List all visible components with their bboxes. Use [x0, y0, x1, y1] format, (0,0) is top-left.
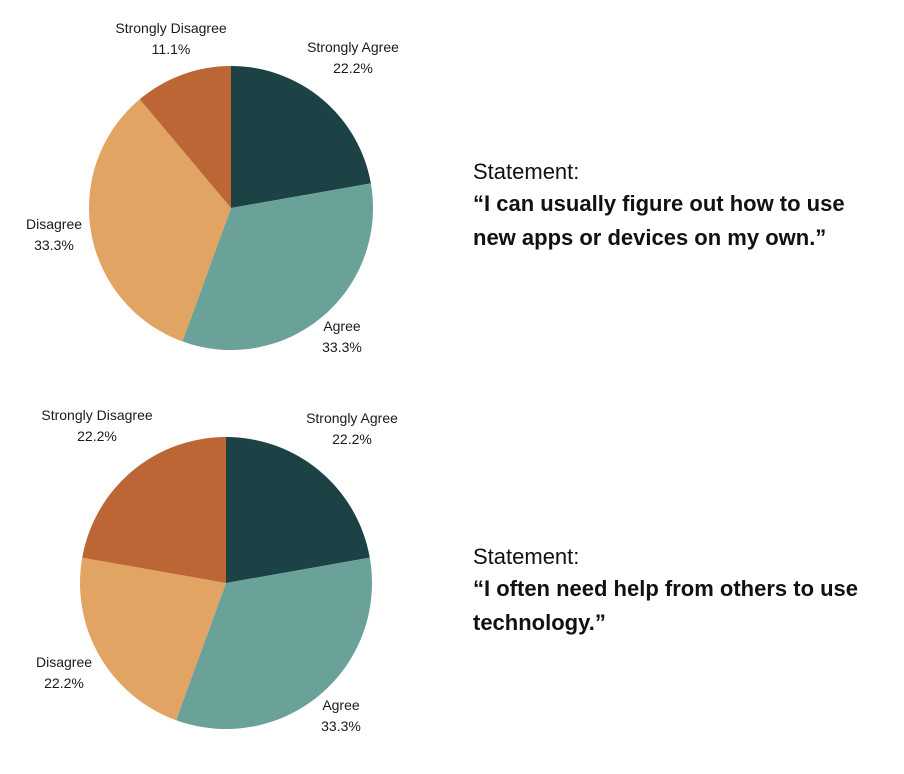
pie-1-slice-strongly-agree [231, 66, 371, 208]
statement-1-text: “I can usually figure out how to use new… [473, 191, 845, 250]
pie-1-value-agree: 33.3% [322, 339, 362, 355]
pie-chart-1: Strongly Agree 22.2% Agree 33.3% Disagree 33.… [26, 20, 399, 355]
statement-block-2: Statement: “I often need help from other… [473, 542, 893, 640]
pie-1-value-strongly-disagree: 11.1% [152, 41, 191, 57]
pie-1-value-disagree: 33.3% [34, 237, 74, 253]
pie-2-label-disagree: Disagree [36, 654, 92, 670]
pie-chart-2: Strongly Agree 22.2% Agree 33.3% Disagree 22.… [36, 407, 398, 734]
pie-2-label-strongly-disagree: Strongly Disagree [41, 407, 152, 423]
pie-2-slice-agree [176, 557, 372, 729]
pie-2-label-strongly-agree: Strongly Agree [306, 410, 398, 426]
pie-2-value-strongly-agree: 22.2% [332, 431, 372, 447]
pie-2-slice-strongly-disagree [82, 437, 226, 583]
statement-2-label: Statement: [473, 544, 580, 569]
pie-1-label-agree: Agree [323, 318, 361, 334]
pie-2-value-disagree: 22.2% [44, 675, 84, 691]
pie-2-value-agree: 33.3% [321, 718, 361, 734]
statement-block-1: Statement: “I can usually figure out how… [473, 157, 893, 255]
statement-1-label: Statement: [473, 159, 580, 184]
pie-2-value-strongly-disagree: 22.2% [77, 428, 117, 444]
statement-2-text: “I often need help from others to use te… [473, 576, 859, 635]
pie-2-label-agree: Agree [322, 697, 360, 713]
pie-2-slice-strongly-agree [226, 437, 370, 583]
pie-1-label-strongly-disagree: Strongly Disagree [115, 20, 226, 36]
pie-1-slice-strongly-disagree [139, 66, 231, 208]
pie-1-slice-disagree [88, 99, 231, 342]
pie-1-value-strongly-agree: 22.2% [333, 60, 373, 76]
pie-1-label-strongly-agree: Strongly Agree [307, 39, 399, 55]
pie-2-slice-disagree [80, 557, 226, 721]
pie-1-label-disagree: Disagree [26, 216, 82, 232]
pie-1-slice-agree [182, 183, 374, 350]
